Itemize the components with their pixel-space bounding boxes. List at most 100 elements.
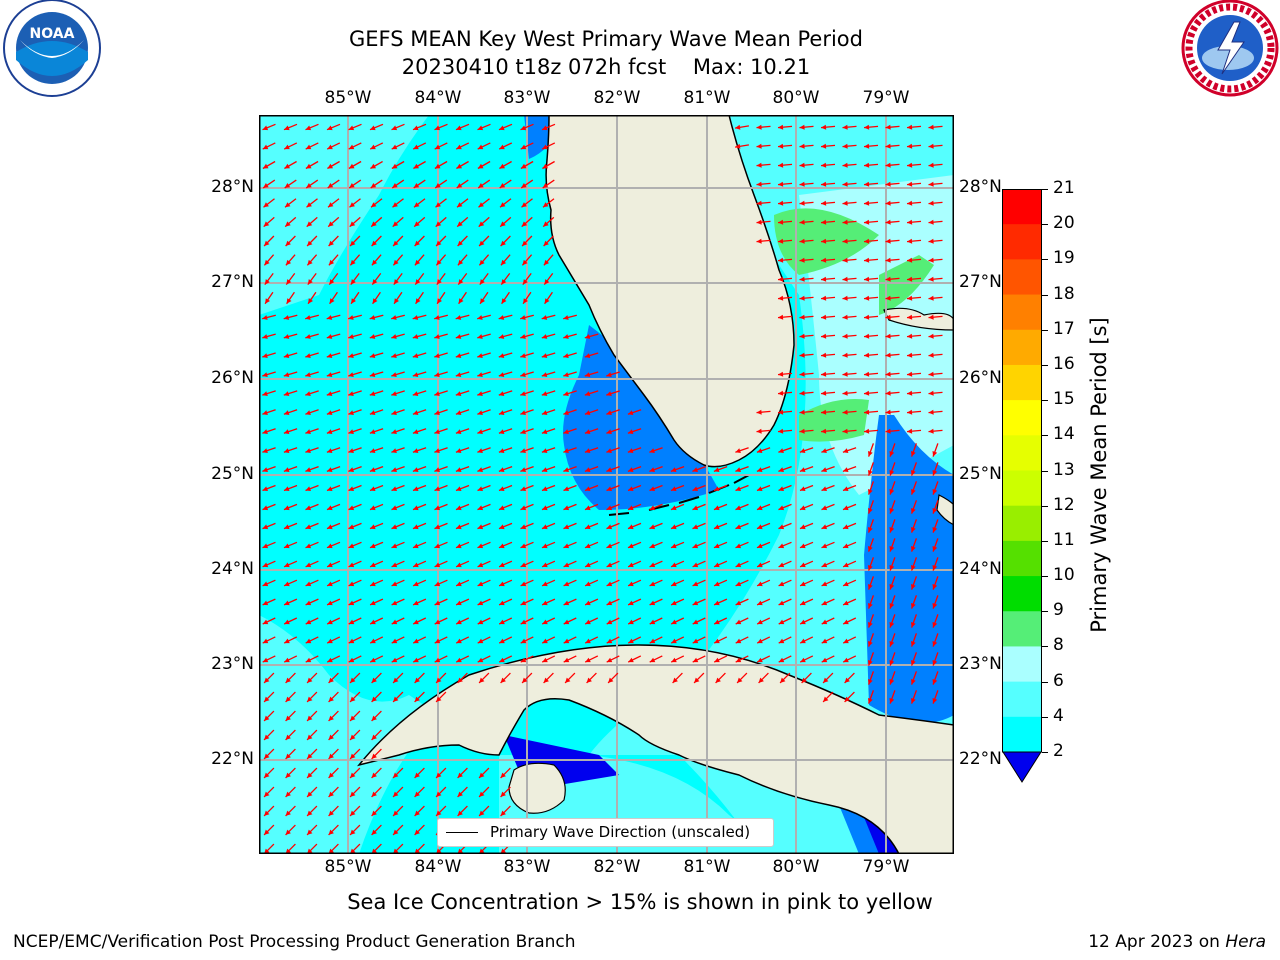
- colorbar-tick-mark: [1042, 681, 1048, 683]
- wave-arrow: [863, 333, 879, 339]
- wave-arrow: [392, 254, 404, 266]
- noaa-logo: NOAA: [3, 0, 101, 97]
- map-grid: [259, 115, 954, 854]
- wave-arrow: [692, 484, 706, 492]
- wave-arrow: [520, 541, 534, 549]
- colorbar-band: [1002, 611, 1042, 647]
- wave-arrow: [369, 617, 384, 625]
- wave-arrow: [563, 560, 577, 568]
- wave-arrow: [283, 598, 298, 606]
- colorbar-tick-label: 17: [1053, 318, 1075, 339]
- wave-arrow: [544, 291, 553, 305]
- wave-arrow: [457, 786, 468, 798]
- wave-arrow: [932, 481, 939, 495]
- wave-arrow: [756, 124, 771, 130]
- wave-arrow: [371, 805, 382, 817]
- wave-arrow: [264, 291, 274, 305]
- wave-arrow: [283, 617, 298, 625]
- wave-arrow: [842, 219, 857, 225]
- wave-arrow: [842, 238, 857, 244]
- wave-arrow: [842, 314, 857, 320]
- colorbar-extend-arrow: [1002, 751, 1042, 783]
- wave-arrow: [735, 617, 749, 625]
- wave-arrow: [392, 805, 404, 817]
- wave-arrow: [498, 598, 513, 606]
- wave-arrow: [863, 219, 879, 225]
- wave-arrow: [627, 522, 642, 530]
- bahamas-grand: [883, 307, 954, 331]
- colorbar-tick-label: 10: [1053, 565, 1075, 586]
- wave-arrow: [778, 579, 792, 587]
- wave-arrow: [392, 672, 404, 684]
- wave-arrow: [348, 428, 362, 434]
- wave-arrow: [670, 503, 685, 511]
- wave-arrow: [477, 179, 491, 189]
- wave-arrow: [350, 273, 360, 285]
- wave-arrow: [414, 273, 425, 285]
- wave-arrow: [329, 291, 338, 305]
- wave-arrow: [842, 579, 857, 587]
- wave-arrow: [649, 598, 663, 606]
- wave-arrow: [910, 500, 918, 514]
- wave-arrow: [434, 447, 448, 453]
- wave-arrow: [391, 617, 405, 625]
- wave-arrow: [262, 160, 276, 170]
- wave-arrow: [627, 579, 642, 587]
- wave-arrow: [777, 371, 793, 377]
- wave-arrow: [371, 729, 382, 741]
- wave-arrow: [842, 409, 857, 415]
- wave-arrow: [713, 484, 728, 492]
- wave-arrow: [412, 465, 427, 473]
- wave-arrow: [455, 390, 470, 396]
- wave-arrow: [842, 598, 857, 606]
- wave-arrow: [713, 465, 728, 473]
- wave-arrow: [627, 484, 642, 492]
- wave-arrow: [889, 557, 896, 571]
- wave-arrow: [842, 352, 857, 358]
- wave-arrow: [262, 447, 276, 453]
- wave-arrow: [627, 560, 642, 568]
- wave-arrow: [455, 503, 470, 511]
- wave-arrow: [285, 729, 296, 741]
- wave-arrow: [932, 690, 939, 704]
- wave-arrow: [932, 538, 939, 552]
- wave-arrow: [498, 352, 513, 358]
- wave-arrow: [348, 579, 362, 587]
- bahamas-andros: [936, 494, 954, 526]
- wave-arrow: [713, 560, 728, 568]
- wave-arrow: [821, 465, 835, 473]
- wave-arrow: [584, 560, 599, 568]
- wave-arrow: [477, 142, 491, 150]
- wave-arrow: [692, 655, 706, 663]
- wave-arrow: [306, 198, 318, 208]
- wave-arrow: [520, 503, 534, 511]
- wave-arrow: [434, 541, 448, 549]
- wave-arrow: [821, 598, 835, 606]
- wave-arrow: [478, 216, 490, 228]
- isla-juventud: [508, 762, 566, 814]
- wave-arrow: [627, 655, 642, 663]
- colorbar-label: Primary Wave Mean Period [s]: [1087, 317, 1111, 633]
- wave-arrow: [348, 560, 362, 568]
- wave-arrow: [885, 200, 900, 206]
- wave-arrow: [521, 198, 533, 208]
- wave-arrow: [498, 390, 513, 396]
- wave-arrow: [584, 447, 599, 453]
- wave-arrow: [349, 805, 361, 817]
- wave-arrow: [520, 371, 534, 377]
- wave-arrow: [799, 428, 814, 434]
- wave-arrow: [498, 617, 513, 625]
- colorbar-frame: [1002, 189, 1042, 753]
- wave-arrow: [305, 390, 319, 396]
- wave-arrow: [563, 598, 577, 606]
- colorbar-tick-label: 21: [1053, 178, 1075, 198]
- wave-arrow: [649, 484, 663, 492]
- wave-arrow: [693, 672, 705, 684]
- wave-arrow: [369, 142, 384, 150]
- wave-arrow: [867, 500, 875, 514]
- nws-logo: [1181, 0, 1279, 97]
- wave-arrow: [758, 672, 769, 684]
- wave-arrow: [799, 579, 814, 587]
- footer-machine: Hera: [1225, 932, 1266, 952]
- wave-arrow: [434, 409, 448, 415]
